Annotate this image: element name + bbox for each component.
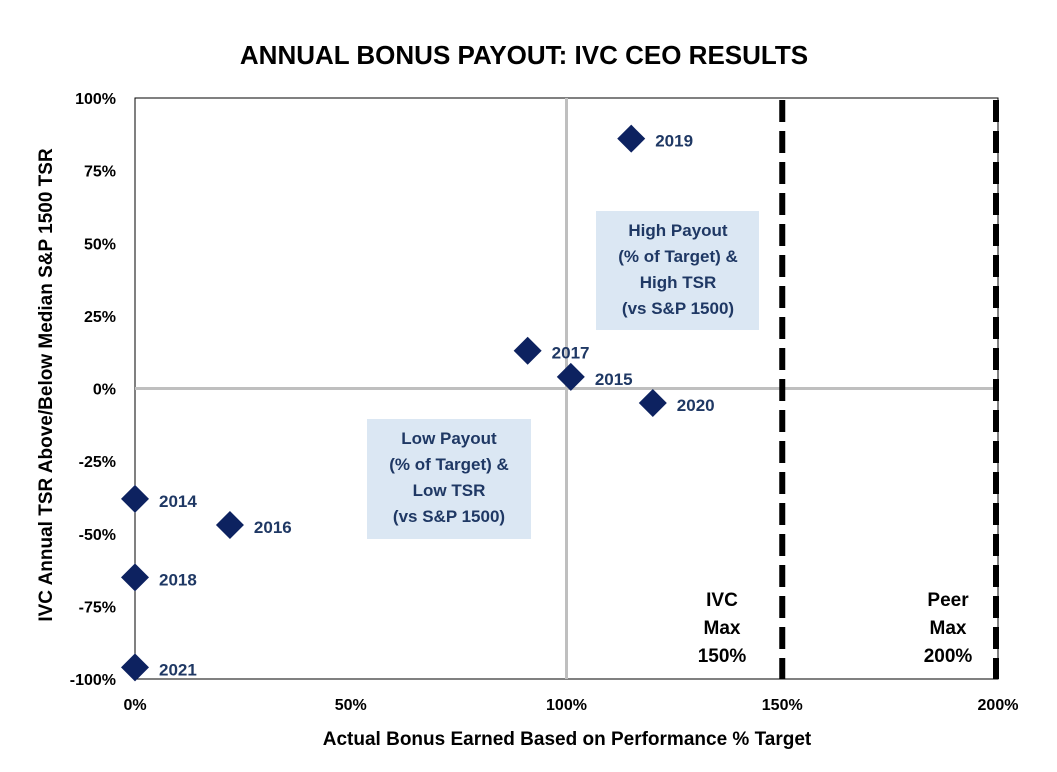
data-label-2016: 2016 [254, 518, 292, 537]
reference-label: Max [704, 618, 741, 639]
y-tick-label: -100% [70, 672, 116, 689]
x-tick-label: 100% [546, 697, 587, 714]
x-tick-label: 0% [123, 697, 146, 714]
data-label-2018: 2018 [159, 570, 197, 589]
data-label-2017: 2017 [552, 344, 590, 363]
y-tick-label: -50% [79, 527, 116, 544]
data-label-2020: 2020 [677, 396, 715, 415]
x-tick-label: 200% [978, 697, 1019, 714]
y-tick-label: 0% [93, 382, 116, 399]
data-point-2018 [121, 563, 149, 592]
data-label-2014: 2014 [159, 492, 197, 511]
y-tick-label: -75% [79, 599, 116, 616]
x-tick-label: 150% [762, 697, 803, 714]
annotation-boxes: High Payout (% of Target) & High TSR (vs S&… [367, 211, 759, 539]
annotation-box-high: High Payout (% of Target) & High TSR (vs S&… [596, 211, 759, 330]
data-point-2016 [215, 511, 244, 540]
annotation-text: (vs S&P 1500) [622, 299, 734, 318]
annotation-text: High Payout [628, 221, 728, 240]
annotation-box-low: Low Payout (% of Target) & Low TSR (vs S&P … [367, 419, 531, 539]
data-label-2021: 2021 [159, 660, 197, 679]
annotation-text: Low TSR [413, 481, 486, 500]
annotation-text: High TSR [640, 273, 717, 292]
chart-title: ANNUAL BONUS PAYOUT: IVC CEO RESULTS [240, 40, 808, 70]
x-axis-ticks: 0% 50% 100% 150% 200% [123, 697, 1018, 714]
reference-lines: IVC Max 150% Peer Max 200% [698, 100, 999, 679]
y-tick-label: 75% [84, 164, 116, 181]
x-tick-label: 50% [335, 697, 367, 714]
reference-label: Max [930, 618, 967, 639]
annotation-text: (vs S&P 1500) [393, 507, 505, 526]
x-axis-label: Actual Bonus Earned Based on Performance… [323, 729, 812, 750]
y-axis-label: IVC Annual TSR Above/Below Median S&P 15… [36, 148, 57, 622]
data-point-2015 [556, 362, 585, 391]
y-tick-label: 100% [75, 91, 116, 108]
y-tick-label: 25% [84, 309, 116, 326]
data-point-2021 [121, 653, 149, 682]
data-point-2014 [121, 484, 149, 513]
reference-label: Peer [927, 590, 969, 611]
data-point-2019 [617, 124, 646, 153]
reference-label: 200% [924, 646, 973, 667]
y-axis-ticks: 100% 75% 50% 25% 0% -25% -50% -75% -100% [70, 91, 116, 689]
data-label-2019: 2019 [655, 132, 693, 151]
quadrant-lines [135, 98, 998, 679]
reference-label: 150% [698, 646, 747, 667]
data-point-2017 [513, 336, 542, 365]
reference-label: IVC [706, 590, 738, 611]
data-points: 2014 2015 2016 2017 2018 2019 2020 2021 [121, 124, 715, 682]
annotation-text: (% of Target) & [618, 247, 738, 266]
y-tick-label: 50% [84, 236, 116, 253]
annotation-text: Low Payout [401, 429, 497, 448]
annotation-text: (% of Target) & [389, 455, 509, 474]
data-point-2020 [638, 389, 667, 418]
data-label-2015: 2015 [595, 370, 633, 389]
annotation-box-bg [367, 419, 531, 539]
y-tick-label: -25% [79, 454, 116, 471]
annotation-box-bg [596, 211, 759, 330]
